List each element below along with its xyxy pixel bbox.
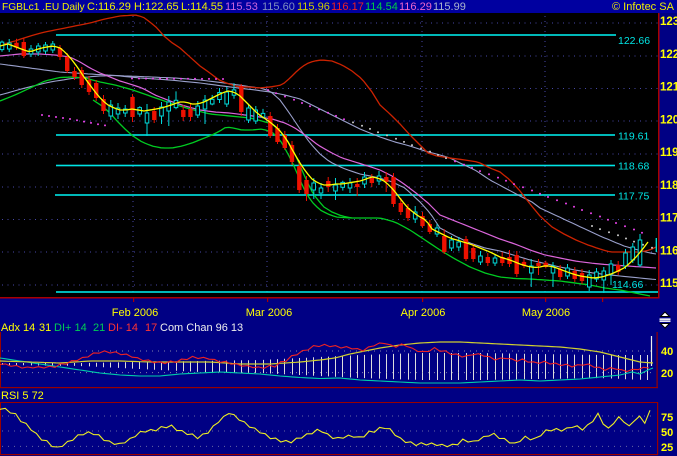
svg-text:116.29: 116.29 (399, 1, 432, 13)
svg-text:L:114.55: L:114.55 (181, 1, 223, 13)
svg-text:Com Chan 96 13: Com Chan 96 13 (160, 322, 243, 334)
svg-text:21: 21 (93, 322, 105, 334)
svg-text:C:116.29: C:116.29 (87, 1, 131, 13)
svg-text:RSI 5 72: RSI 5 72 (1, 390, 44, 402)
svg-text:Feb 2006: Feb 2006 (112, 307, 158, 319)
svg-text:31: 31 (39, 322, 51, 334)
svg-text:115.96: 115.96 (297, 1, 330, 13)
svg-text:115.53: 115.53 (225, 1, 258, 13)
svg-text:115: 115 (660, 278, 677, 290)
svg-text:120: 120 (660, 115, 677, 127)
svg-text:121: 121 (660, 82, 677, 94)
svg-text:123: 123 (660, 16, 677, 28)
svg-text:122: 122 (660, 49, 677, 61)
svg-text:Mar 2006: Mar 2006 (246, 307, 292, 319)
svg-text:40: 40 (661, 346, 673, 358)
svg-text:25: 25 (661, 442, 673, 454)
svg-text:May 2006: May 2006 (522, 307, 570, 319)
svg-text:122.66: 122.66 (618, 35, 650, 47)
svg-text:50: 50 (661, 427, 673, 439)
svg-text:116: 116 (660, 245, 677, 257)
svg-text:© Infotec SA: © Infotec SA (612, 1, 675, 13)
svg-text:75: 75 (661, 412, 673, 424)
svg-text:FGBLc1 .EU Daily: FGBLc1 .EU Daily (2, 2, 86, 13)
svg-text:116.17: 116.17 (331, 1, 364, 13)
svg-text:DI- 14: DI- 14 (108, 322, 138, 334)
svg-text:H:122.65: H:122.65 (134, 1, 179, 13)
svg-text:114.66: 114.66 (612, 279, 643, 291)
svg-text:118: 118 (660, 180, 677, 192)
svg-text:117.75: 117.75 (618, 191, 649, 203)
svg-text:117: 117 (660, 213, 677, 225)
svg-text:DI+ 14: DI+ 14 (54, 322, 87, 334)
svg-text:115.99: 115.99 (433, 1, 466, 13)
svg-text:119: 119 (660, 147, 677, 159)
svg-text:118.68: 118.68 (618, 161, 649, 173)
svg-text:114.54: 114.54 (365, 1, 398, 13)
svg-text:Adx 14: Adx 14 (1, 322, 35, 334)
svg-text:20: 20 (661, 368, 673, 380)
svg-text:119.61: 119.61 (618, 131, 649, 143)
svg-text:115.60: 115.60 (262, 1, 295, 13)
svg-text:Apr 2006: Apr 2006 (401, 307, 446, 319)
svg-text:17: 17 (145, 322, 157, 334)
